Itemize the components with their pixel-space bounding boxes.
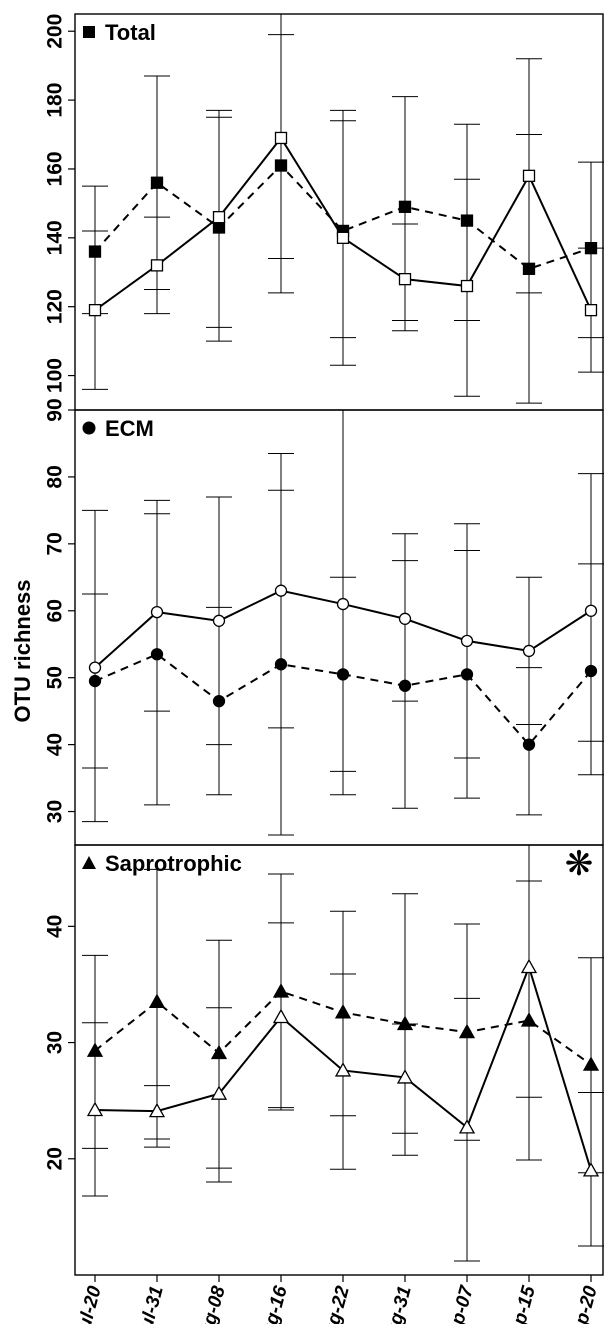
data-point: [460, 279, 474, 293]
data-point: [522, 738, 536, 751]
data-point: [336, 231, 350, 244]
x-tick-label: Aug-16: [255, 1283, 292, 1324]
legend-circle-icon: [82, 421, 96, 435]
y-tick-label: 90: [44, 398, 67, 421]
series-open-square: [82, 34, 604, 397]
data-point: [398, 200, 412, 213]
panel-total: 100 120 140 160 180 200 Total: [44, 13, 604, 411]
x-tick-label: Sep-20: [565, 1283, 602, 1324]
data-point: [148, 993, 166, 1009]
data-point: [150, 259, 164, 272]
data-point: [582, 1162, 600, 1177]
legend-square-icon: [83, 26, 95, 38]
x-axis: Jul-20 Jul-31 Aug-08 Aug-16 Aug-22 Aug-31 Sep-…: [71, 1275, 602, 1324]
data-point: [396, 1069, 414, 1084]
data-point: [86, 1101, 104, 1117]
y-tick-label: 100: [44, 358, 67, 393]
data-point: [522, 169, 536, 182]
data-point: [458, 1119, 476, 1134]
data-point: [398, 272, 412, 286]
x-tick-label: Aug-22: [317, 1283, 354, 1324]
y-tick-label: 200: [44, 14, 67, 49]
data-point: [148, 1102, 166, 1118]
x-tick-label: Aug-31: [379, 1284, 416, 1324]
data-point: [460, 634, 474, 648]
panel-title: ECM: [105, 416, 154, 441]
x-tick-label: Sep-07: [441, 1282, 478, 1324]
panel-title: Total: [105, 20, 156, 45]
data-point: [582, 1056, 600, 1071]
y-tick-label: 40: [44, 733, 67, 756]
data-point: [398, 612, 412, 625]
panel-ecm: 30 40 50 60 70 80 90 ECM: [44, 398, 604, 846]
data-point: [522, 644, 536, 658]
x-tick-label: Sep-15: [503, 1283, 540, 1324]
y-tick-label: 60: [44, 599, 67, 622]
series-open-triangle: [82, 844, 604, 1262]
data-point: [520, 958, 538, 974]
y-tick-label: 20: [44, 1147, 67, 1170]
data-point: [88, 661, 102, 674]
panel-title: Saprotrophic: [105, 851, 242, 876]
data-point: [212, 211, 226, 224]
data-point: [336, 597, 350, 611]
panel-frame: [74, 13, 604, 411]
data-point: [584, 303, 598, 317]
data-point: [274, 584, 288, 597]
y-tick-label: 30: [44, 800, 67, 823]
data-point: [334, 1062, 352, 1077]
data-point: [150, 176, 164, 189]
panels: 100 120 140 160 180 200 Total 30 40 50 60 70 80 90 ECM…: [44, 13, 604, 1276]
y-tick-label: 140: [44, 220, 67, 255]
x-tick-label: Aug-08: [193, 1283, 230, 1324]
series-open-circle: [82, 409, 604, 823]
y-tick-label: 120: [44, 289, 67, 324]
data-point: [212, 614, 226, 627]
x-tick-label: Jul-31: [133, 1284, 167, 1324]
y-tick-label: 30: [44, 1031, 67, 1054]
data-point: [272, 1008, 290, 1024]
panel-frame: [74, 844, 604, 1276]
y-tick-label: 40: [44, 915, 67, 938]
data-point: [150, 605, 164, 619]
data-point: [584, 604, 598, 617]
y-tick-label: 160: [44, 151, 67, 186]
x-tick-label: Jul-20: [71, 1283, 106, 1324]
data-point: [274, 131, 288, 145]
y-tick-label: 50: [44, 666, 67, 689]
data-point: [210, 1085, 228, 1100]
series-line: [94, 164, 592, 270]
panel-saprotrophic: 20 30 40 Saprotrophic: [44, 844, 604, 1276]
legend-triangle-icon: [82, 856, 96, 869]
y-axis-label: OTU richness: [10, 579, 35, 722]
panel-frame: [74, 409, 604, 846]
y-tick-label: 70: [44, 532, 67, 555]
significance-marker: ❋: [565, 844, 594, 884]
y-tick-label: 80: [44, 465, 67, 488]
data-point: [88, 303, 102, 317]
y-tick-label: 180: [44, 83, 67, 118]
